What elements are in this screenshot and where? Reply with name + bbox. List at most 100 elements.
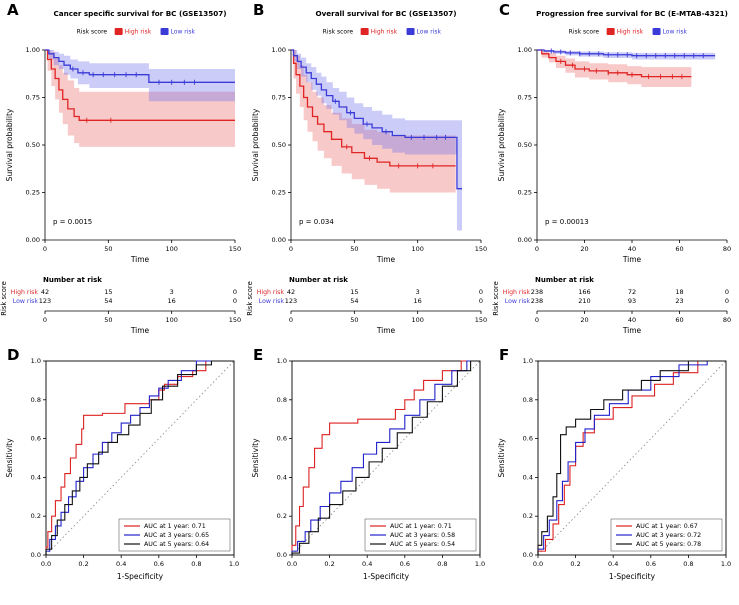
legend-label-low-risk: Low risk	[663, 29, 688, 36]
ci-band-high-risk	[45, 50, 235, 147]
risk-count: 16	[414, 297, 422, 305]
y-tick-label: 0.4	[523, 473, 533, 481]
panel-C: C Progression free survival for BC (E-MT…	[492, 0, 739, 345]
risk-table-tick-label: 100	[165, 316, 177, 324]
risk-row-label-low-risk: Low risk	[505, 298, 531, 305]
x-tick-label: 0.2	[570, 560, 580, 568]
y-tick-label: 0.0	[31, 551, 41, 559]
x-tick-label: 80	[723, 245, 731, 253]
x-axis-label: Time	[376, 255, 396, 264]
roc-chart-emtab4321-pfs: 0.00.0 0.2 0.2 0.4 0.4 0.6 0.6 0.8 0.8 1.0 1.0 1-Sp…	[497, 357, 731, 581]
km-curve-high-risk	[537, 49, 692, 78]
y-tick-label: 0.8	[277, 396, 287, 404]
y-tick-label: 1.00	[26, 46, 40, 54]
y-tick-label: 0.25	[272, 189, 286, 197]
risk-table-tick-label: 150	[475, 316, 487, 324]
y-tick-label: 0.6	[31, 435, 41, 443]
risk-table-x-axis-label: Time	[376, 326, 396, 335]
km-chart-progression-free-survival: Progression free survival for BC (E-MTAB…	[492, 9, 731, 335]
y-tick-label: 0.4	[31, 473, 41, 481]
y-tick-label: 0.2	[277, 512, 287, 520]
legend-entry-auc-at-5-years-0-64: AUC at 5 years: 0.64	[144, 541, 209, 548]
panel-letter-C: C	[499, 1, 511, 19]
y-tick-label: 0.00	[272, 236, 286, 244]
risk-count: 54	[350, 297, 358, 305]
x-tick-label: 1.0	[229, 560, 239, 568]
risk-count: 93	[628, 297, 636, 305]
x-tick-label: 0.6	[646, 560, 656, 568]
legend-label-low-risk: Low risk	[171, 29, 196, 36]
x-tick-label: 0	[289, 245, 293, 253]
y-tick-label: 0.00	[518, 236, 532, 244]
legend-key-low-risk	[652, 28, 661, 35]
roc-curve-auc-at-5-years-0-64	[45, 360, 234, 555]
x-tick-label: 0.8	[191, 560, 201, 568]
x-tick-label: 0.8	[437, 560, 447, 568]
x-tick-label: 20	[580, 245, 588, 253]
risk-count: 54	[104, 297, 112, 305]
legend-entry-auc-at-5-years-0-78: AUC at 5 years: 0.78	[636, 541, 701, 548]
plot-box	[537, 360, 727, 556]
risk-row-label-low-risk: Low risk	[259, 298, 285, 305]
legend-entry-auc-at-1-year-0-71: AUC at 1 year: 0.71	[144, 523, 206, 530]
roc-chart-gse13507-os: 0.00.0 0.2 0.2 0.4 0.4 0.6 0.6 0.8 0.8 1.0 1.0 1-Sp…	[251, 357, 485, 581]
panel-letter-D: D	[7, 346, 20, 364]
legend-key-high-risk	[360, 28, 369, 35]
risk-count: 23	[675, 297, 683, 305]
risk-table-tick-label: 50	[350, 316, 358, 324]
roc-curve-auc-at-1-year-0-71	[291, 360, 480, 555]
y-axis-label: Survival probability	[5, 108, 14, 181]
risk-count: 15	[350, 288, 358, 296]
panel-letter-E: E	[253, 346, 264, 364]
panel-letter-B: B	[253, 1, 265, 19]
y-axis-label: Survival probability	[497, 108, 506, 181]
x-tick-label: 0.4	[116, 560, 126, 568]
risk-count: 0	[233, 297, 237, 305]
diagonal-reference	[291, 360, 481, 556]
risk-table-tick-label: 80	[723, 316, 731, 324]
y-tick-label: 0.25	[26, 189, 40, 197]
km-curve-high-risk	[291, 49, 456, 167]
risk-count: 72	[628, 288, 636, 296]
y-tick-label: 0.00	[26, 236, 40, 244]
risk-count: 3	[170, 288, 174, 296]
y-tick-label: 0.50	[518, 141, 532, 149]
roc-chart-gse13507-css: 0.00.0 0.2 0.2 0.4 0.4 0.6 0.6 0.8 0.8 1.0 1.0 1-Sp…	[5, 357, 239, 581]
risk-count: 42	[287, 288, 295, 296]
diagonal-reference	[45, 360, 235, 556]
risk-table-header: Number at risk	[43, 276, 102, 284]
y-tick-label: 1.0	[523, 357, 533, 365]
risk-row-label-low-risk: Low risk	[13, 298, 39, 305]
plot-box	[45, 360, 235, 556]
risk-table-axis-label: Risk score	[492, 281, 500, 316]
y-tick-label: 1.0	[31, 357, 41, 365]
risk-count: 18	[675, 288, 683, 296]
risk-table-tick-label: 100	[411, 316, 423, 324]
risk-count: 42	[41, 288, 49, 296]
panel-E: E 0.0 0.0 0.2 0.2 0.4 0.4 0.6 0.6 0.8 0.8 1.0 1.0 1-…	[246, 345, 492, 605]
risk-count: 123	[39, 297, 51, 305]
chart-title: Overall survival for BC (GSE13507)	[315, 9, 456, 18]
legend-key-high-risk	[606, 28, 615, 35]
legend-key-low-risk	[160, 28, 169, 35]
x-axis-label: Time	[622, 255, 642, 264]
legend-key-high-risk	[114, 28, 123, 35]
diagonal-reference	[537, 360, 727, 556]
y-tick-label: 0.4	[277, 473, 287, 481]
y-axis-label: Survival probability	[251, 108, 260, 181]
x-tick-label: 0.8	[683, 560, 693, 568]
y-tick-label: 0.50	[272, 141, 286, 149]
panel-letter-F: F	[499, 346, 510, 364]
risk-count: 3	[416, 288, 420, 296]
legend-title: Risk score	[569, 29, 600, 36]
y-tick-label: 0.0	[523, 551, 533, 559]
x-tick-label: 60	[675, 245, 683, 253]
risk-count: 0	[479, 288, 483, 296]
x-tick-label: 0.6	[154, 560, 164, 568]
x-tick-label: 50	[104, 245, 112, 253]
risk-table-header: Number at risk	[535, 276, 594, 284]
risk-count: 238	[531, 288, 543, 296]
risk-table-tick-label: 50	[104, 316, 112, 324]
legend-title: Risk score	[77, 29, 108, 36]
legend-entry-auc-at-5-years-0-54: AUC at 5 years: 0.54	[390, 541, 455, 548]
